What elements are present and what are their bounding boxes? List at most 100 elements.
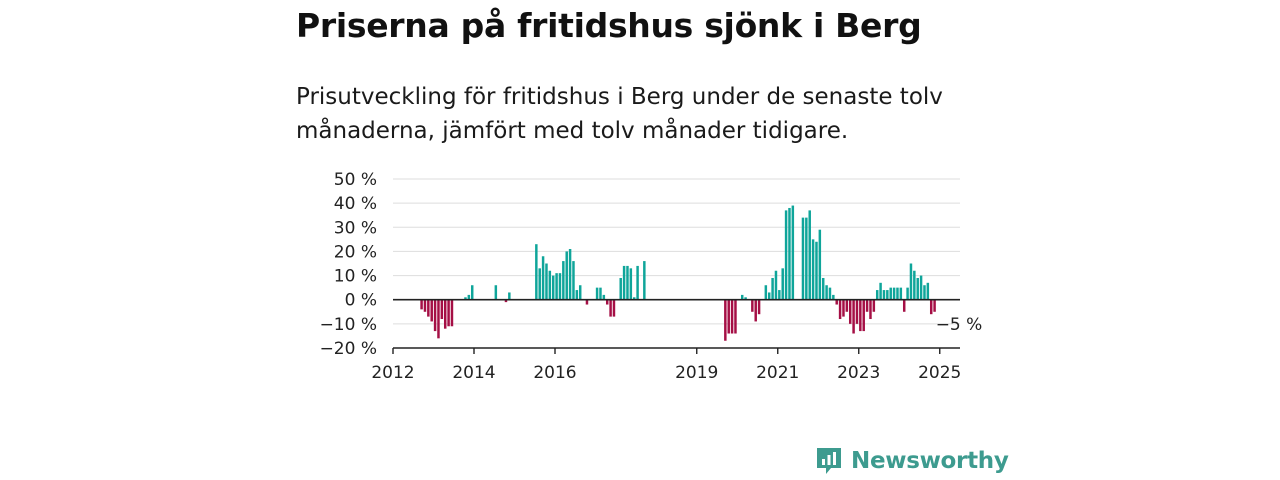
bar — [504, 299, 508, 303]
bar — [450, 299, 454, 327]
bar — [535, 244, 538, 300]
newsworthy-chart-icon — [817, 448, 841, 474]
bar — [913, 270, 916, 300]
bar — [578, 285, 582, 300]
bar — [926, 282, 930, 300]
bar — [734, 299, 737, 334]
bar — [859, 299, 862, 332]
bar — [565, 251, 568, 300]
bar — [801, 217, 805, 300]
bar — [811, 239, 815, 300]
bar — [919, 275, 923, 300]
bar — [427, 299, 430, 317]
bar — [869, 299, 872, 320]
bar — [808, 210, 811, 300]
bar — [828, 287, 832, 300]
bar — [551, 275, 555, 300]
bar — [909, 263, 913, 300]
bar — [778, 290, 781, 300]
bar — [862, 299, 865, 332]
x-tick-label: 2023 — [837, 363, 880, 383]
x-tick-label: 2014 — [452, 363, 495, 383]
bar — [730, 299, 734, 334]
bar — [784, 210, 788, 300]
bar — [727, 299, 730, 334]
bar — [751, 299, 754, 312]
bar — [875, 290, 879, 300]
bar — [609, 299, 612, 317]
bar — [815, 241, 818, 300]
bar — [423, 299, 427, 312]
bar — [916, 277, 919, 300]
end-value-label: −5 % — [936, 315, 983, 335]
x-axis: 2012 2014 2016 2019 2021 2023 2025 — [371, 347, 961, 383]
x-tick-label: 2021 — [756, 363, 799, 383]
bar — [838, 299, 842, 320]
bar — [852, 299, 855, 334]
chart-subtitle: Prisutveckling för fritidshus i Berg und… — [296, 84, 943, 144]
bar — [805, 217, 808, 300]
x-tick-label: 2025 — [918, 363, 961, 383]
bar — [899, 287, 903, 300]
bar — [595, 287, 599, 300]
x-tick-label: 2016 — [533, 363, 576, 383]
y-tick-label: 50 % — [334, 170, 377, 190]
bar — [443, 299, 447, 329]
bar — [848, 299, 852, 324]
y-tick-label: 30 % — [334, 218, 377, 238]
bar — [818, 229, 822, 300]
bar — [629, 268, 633, 300]
bar — [572, 261, 575, 300]
bar — [605, 299, 609, 305]
bar — [562, 261, 565, 300]
bar — [791, 205, 795, 300]
bar — [896, 287, 899, 300]
newsworthy-logo: Newsworthy — [815, 446, 1009, 476]
bar — [757, 299, 761, 315]
bar — [724, 299, 727, 341]
gridlines — [393, 178, 960, 325]
bar — [508, 292, 511, 300]
bar — [832, 294, 835, 300]
brand-name: Newsworthy — [851, 448, 1009, 474]
bar — [622, 265, 626, 300]
bar — [538, 268, 541, 300]
bar — [902, 299, 906, 312]
bar — [889, 287, 892, 300]
bar — [602, 294, 606, 300]
bar — [437, 299, 440, 339]
bar — [599, 287, 602, 300]
bar — [433, 299, 437, 332]
bar — [494, 285, 498, 300]
bar — [923, 285, 926, 300]
bar — [612, 299, 616, 317]
bar — [585, 299, 589, 305]
bar — [892, 287, 896, 300]
bar — [886, 290, 889, 300]
bar — [855, 299, 859, 324]
bar — [545, 263, 548, 300]
bar — [771, 277, 774, 300]
bar — [754, 299, 757, 322]
bar — [470, 285, 474, 300]
bar — [882, 290, 886, 300]
y-tick-label: 20 % — [334, 242, 377, 262]
bar — [929, 299, 933, 315]
bar — [825, 285, 828, 300]
bar — [467, 294, 471, 300]
bar — [636, 265, 639, 300]
bar — [575, 290, 579, 300]
bar — [845, 299, 849, 312]
bar — [632, 297, 636, 300]
bar — [767, 292, 771, 300]
bar — [555, 273, 558, 300]
y-tick-label: −20 % — [320, 339, 377, 359]
x-tick-label: 2019 — [675, 363, 718, 383]
bar — [548, 270, 552, 300]
y-tick-label: 0 % — [345, 291, 377, 311]
bar — [788, 207, 791, 300]
bar — [447, 299, 450, 327]
bar — [558, 273, 562, 300]
bar — [464, 297, 467, 300]
